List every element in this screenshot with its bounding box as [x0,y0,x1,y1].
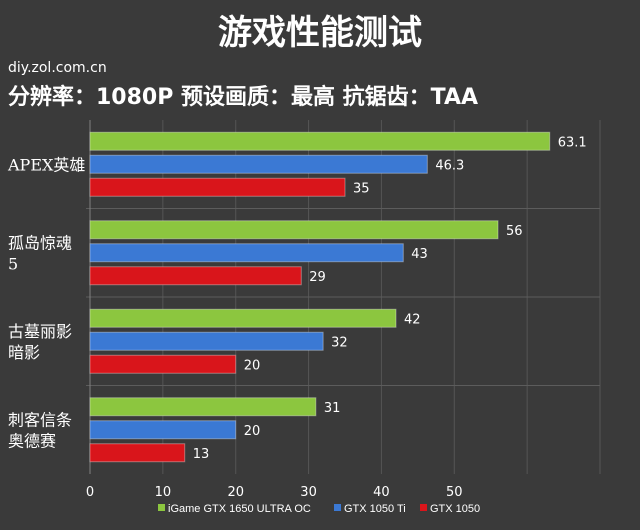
bar-value-label: 42 [404,312,421,327]
category-label: 孤岛惊魂 [8,233,72,252]
bar-value-label: 31 [324,401,341,416]
bars: 63.1 56 42 31 46.3 43 32 20 35 29 20 13 [89,131,587,463]
legend-swatch [420,504,427,511]
bar-value-label: 63.1 [558,135,587,150]
legend-swatch [158,504,165,511]
x-axis-ticks: 0 10 20 30 40 50 [86,485,463,500]
category-label: 5 [8,254,18,273]
bar-value-label: 20 [244,358,261,373]
x-tick-label: 40 [373,485,390,500]
chart-subtitle: 分辨率：1080P 预设画质：最高 抗锯齿：TAA [8,84,478,110]
bar [89,131,551,151]
bar [89,177,346,197]
category-label: 刺客信条 [8,410,72,429]
legend-swatch [334,504,341,511]
bar [89,354,237,374]
x-tick-label: 30 [300,485,317,500]
bar [89,420,237,440]
bar [89,331,324,351]
x-tick-label: 10 [155,485,172,500]
bar [89,443,186,463]
bar-value-label: 29 [309,270,326,285]
category-label: 暗影 [8,343,40,362]
legend: iGame GTX 1650 ULTRA OC GTX 1050 Ti GTX 10… [158,503,480,515]
bar [89,308,397,328]
x-tick-label: 0 [86,485,94,500]
bar-value-label: 56 [506,224,523,239]
x-tick-label: 50 [446,485,463,500]
bar [89,266,302,286]
chart-title: 游戏性能测试 [218,13,422,53]
bar [89,243,404,263]
bar-value-label: 20 [244,424,261,439]
legend-label: iGame GTX 1650 ULTRA OC [168,503,311,515]
bar-value-label: 13 [193,447,210,462]
bar-value-label: 43 [411,247,428,262]
legend-label: GTX 1050 [430,503,480,515]
source-watermark: diy.zol.com.cn [8,60,107,76]
bar [89,154,428,174]
category-label: APEX英雄 [7,155,85,174]
bar-value-label: 32 [331,335,348,350]
bar [89,220,499,240]
x-tick-label: 20 [227,485,244,500]
bar-value-label: 35 [353,181,370,196]
bar [89,397,317,417]
category-label: 奥德赛 [8,431,56,450]
bar-value-label: 46.3 [435,158,464,173]
legend-label: GTX 1050 Ti [344,503,406,515]
category-label: 古墓丽影 [8,322,72,341]
